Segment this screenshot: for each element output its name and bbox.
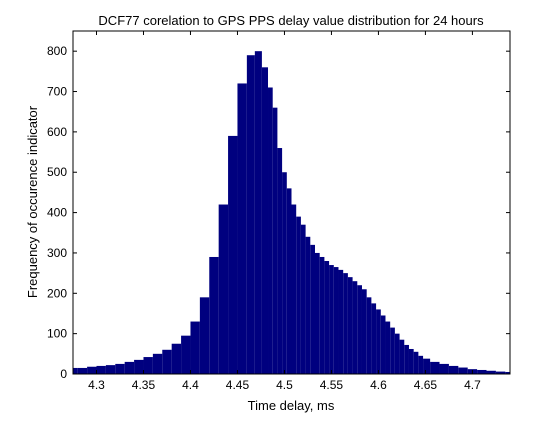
histogram-bar: [413, 351, 419, 374]
histogram-bar: [347, 277, 353, 374]
y-tick-label: 100: [47, 327, 67, 341]
histogram-bar: [268, 87, 273, 375]
histogram-bar: [319, 256, 325, 374]
histogram-bar: [439, 363, 449, 374]
histogram-bar: [343, 273, 348, 374]
y-tick-label: 400: [47, 206, 67, 220]
histogram-bar: [124, 361, 135, 374]
histogram-bar: [380, 315, 386, 374]
y-tick-label: 300: [47, 246, 67, 260]
histogram-bar: [329, 265, 334, 374]
plot-frame: [72, 30, 511, 375]
histogram-bar: [152, 353, 163, 374]
histogram-bar: [96, 365, 106, 374]
histogram-bar: [390, 327, 395, 374]
x-tick-label: 4.45: [226, 378, 250, 392]
histogram-bar: [286, 188, 292, 374]
histogram-bar: [486, 370, 496, 374]
histogram-bar: [246, 55, 255, 375]
histogram-bar: [228, 135, 238, 374]
histogram-bar: [162, 349, 172, 374]
histogram-bar: [495, 371, 506, 374]
histogram-bar: [338, 269, 344, 374]
histogram-bar: [408, 348, 414, 374]
histogram-bars: [73, 51, 510, 375]
histogram-bar: [277, 148, 283, 374]
histogram-bar: [430, 361, 440, 374]
histogram-bar: [254, 51, 262, 374]
histogram-bar: [314, 252, 320, 374]
histogram-bar: [261, 67, 269, 374]
histogram-bar: [199, 297, 210, 374]
histogram-bar: [361, 289, 367, 374]
histogram-bar: [357, 285, 362, 374]
histogram-bar: [134, 359, 144, 374]
histogram-bar: [404, 344, 409, 374]
histogram-bar: [181, 335, 191, 374]
histogram-bar: [190, 321, 200, 374]
histogram-bar: [324, 261, 330, 374]
x-tick-label: 4.65: [414, 378, 438, 392]
y-tick-label: 700: [47, 85, 67, 99]
histogram-bar: [282, 172, 287, 374]
histogram-bar: [376, 309, 381, 374]
histogram-bar: [305, 236, 311, 374]
y-tick-label: 500: [47, 165, 67, 179]
x-axis-ticks: 4.3 4.35 4.4 4.45 4.5 4.55 4.6 4.65 4.7: [88, 31, 481, 392]
histogram-bar: [418, 355, 424, 374]
histogram-bar: [477, 369, 487, 374]
histogram-bar: [291, 204, 297, 374]
histogram-bar: [143, 357, 153, 374]
histogram-bar: [505, 371, 510, 374]
y-tick-label: 800: [47, 44, 67, 58]
y-axis-label: Frequency of occurence indicator: [25, 105, 40, 298]
histogram-bar: [73, 367, 78, 374]
histogram-bar: [171, 343, 182, 374]
histogram-bar: [87, 366, 97, 374]
x-tick-label: 4.4: [182, 378, 199, 392]
histogram-bar: [399, 339, 405, 374]
histogram-bar: [105, 365, 116, 374]
x-tick-label: 4.55: [320, 378, 344, 392]
y-axis-ticks: 0 100 200 300 400 500 600 700 800: [47, 44, 510, 381]
histogram-bar: [296, 216, 301, 374]
histogram-bar: [300, 224, 306, 374]
x-tick-label: 4.7: [464, 378, 481, 392]
x-tick-label: 4.3: [88, 378, 105, 392]
x-tick-label: 4.35: [132, 378, 156, 392]
x-axis-label: Time delay, ms: [248, 398, 335, 413]
histogram-bar: [352, 281, 358, 374]
chart-title: DCF77 corelation to GPS PPS delay value …: [98, 13, 484, 28]
histogram-bar: [115, 363, 125, 374]
histogram-bar: [333, 267, 339, 374]
histogram-bar: [394, 333, 400, 374]
histogram-bar: [310, 244, 315, 374]
histogram-bar: [423, 358, 431, 374]
histogram-bar: [366, 297, 372, 374]
histogram-bar: [218, 204, 229, 374]
histogram-bar: [371, 303, 377, 374]
y-tick-label: 200: [47, 286, 67, 300]
y-tick-label: 600: [47, 125, 67, 139]
histogram-bar: [448, 365, 459, 374]
histogram-bar: [209, 256, 219, 374]
x-tick-label: 4.5: [276, 378, 293, 392]
histogram-bar: [237, 83, 247, 374]
y-tick-label: 0: [60, 367, 67, 381]
histogram-bar: [385, 321, 391, 374]
histogram-bar: [272, 107, 278, 374]
histogram-bar: [77, 367, 88, 374]
x-tick-label: 4.6: [370, 378, 387, 392]
histogram-bar: [458, 367, 468, 374]
